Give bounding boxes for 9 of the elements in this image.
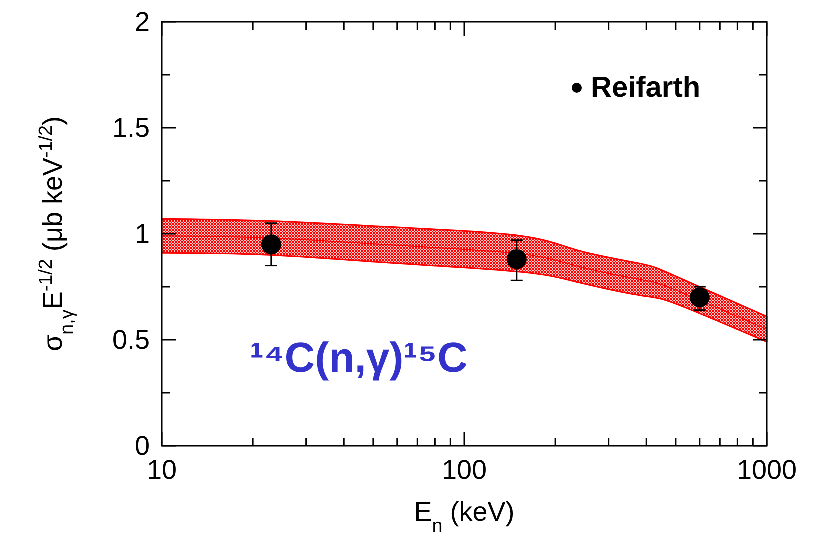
y-tick-label: 1.5	[112, 113, 150, 143]
x-tick-label: 100	[442, 455, 488, 485]
x-tick-label: 1000	[736, 455, 798, 485]
y-tick-label: 0.5	[112, 325, 150, 355]
legend-label: Reifarth	[591, 72, 701, 104]
annotation: ¹⁴C(n,γ)¹⁵C	[250, 334, 468, 381]
y-tick-label: 2	[134, 7, 150, 37]
x-axis-title: E$_{n}$ (keV)	[414, 497, 515, 536]
y-tick-label: 1	[134, 219, 150, 249]
